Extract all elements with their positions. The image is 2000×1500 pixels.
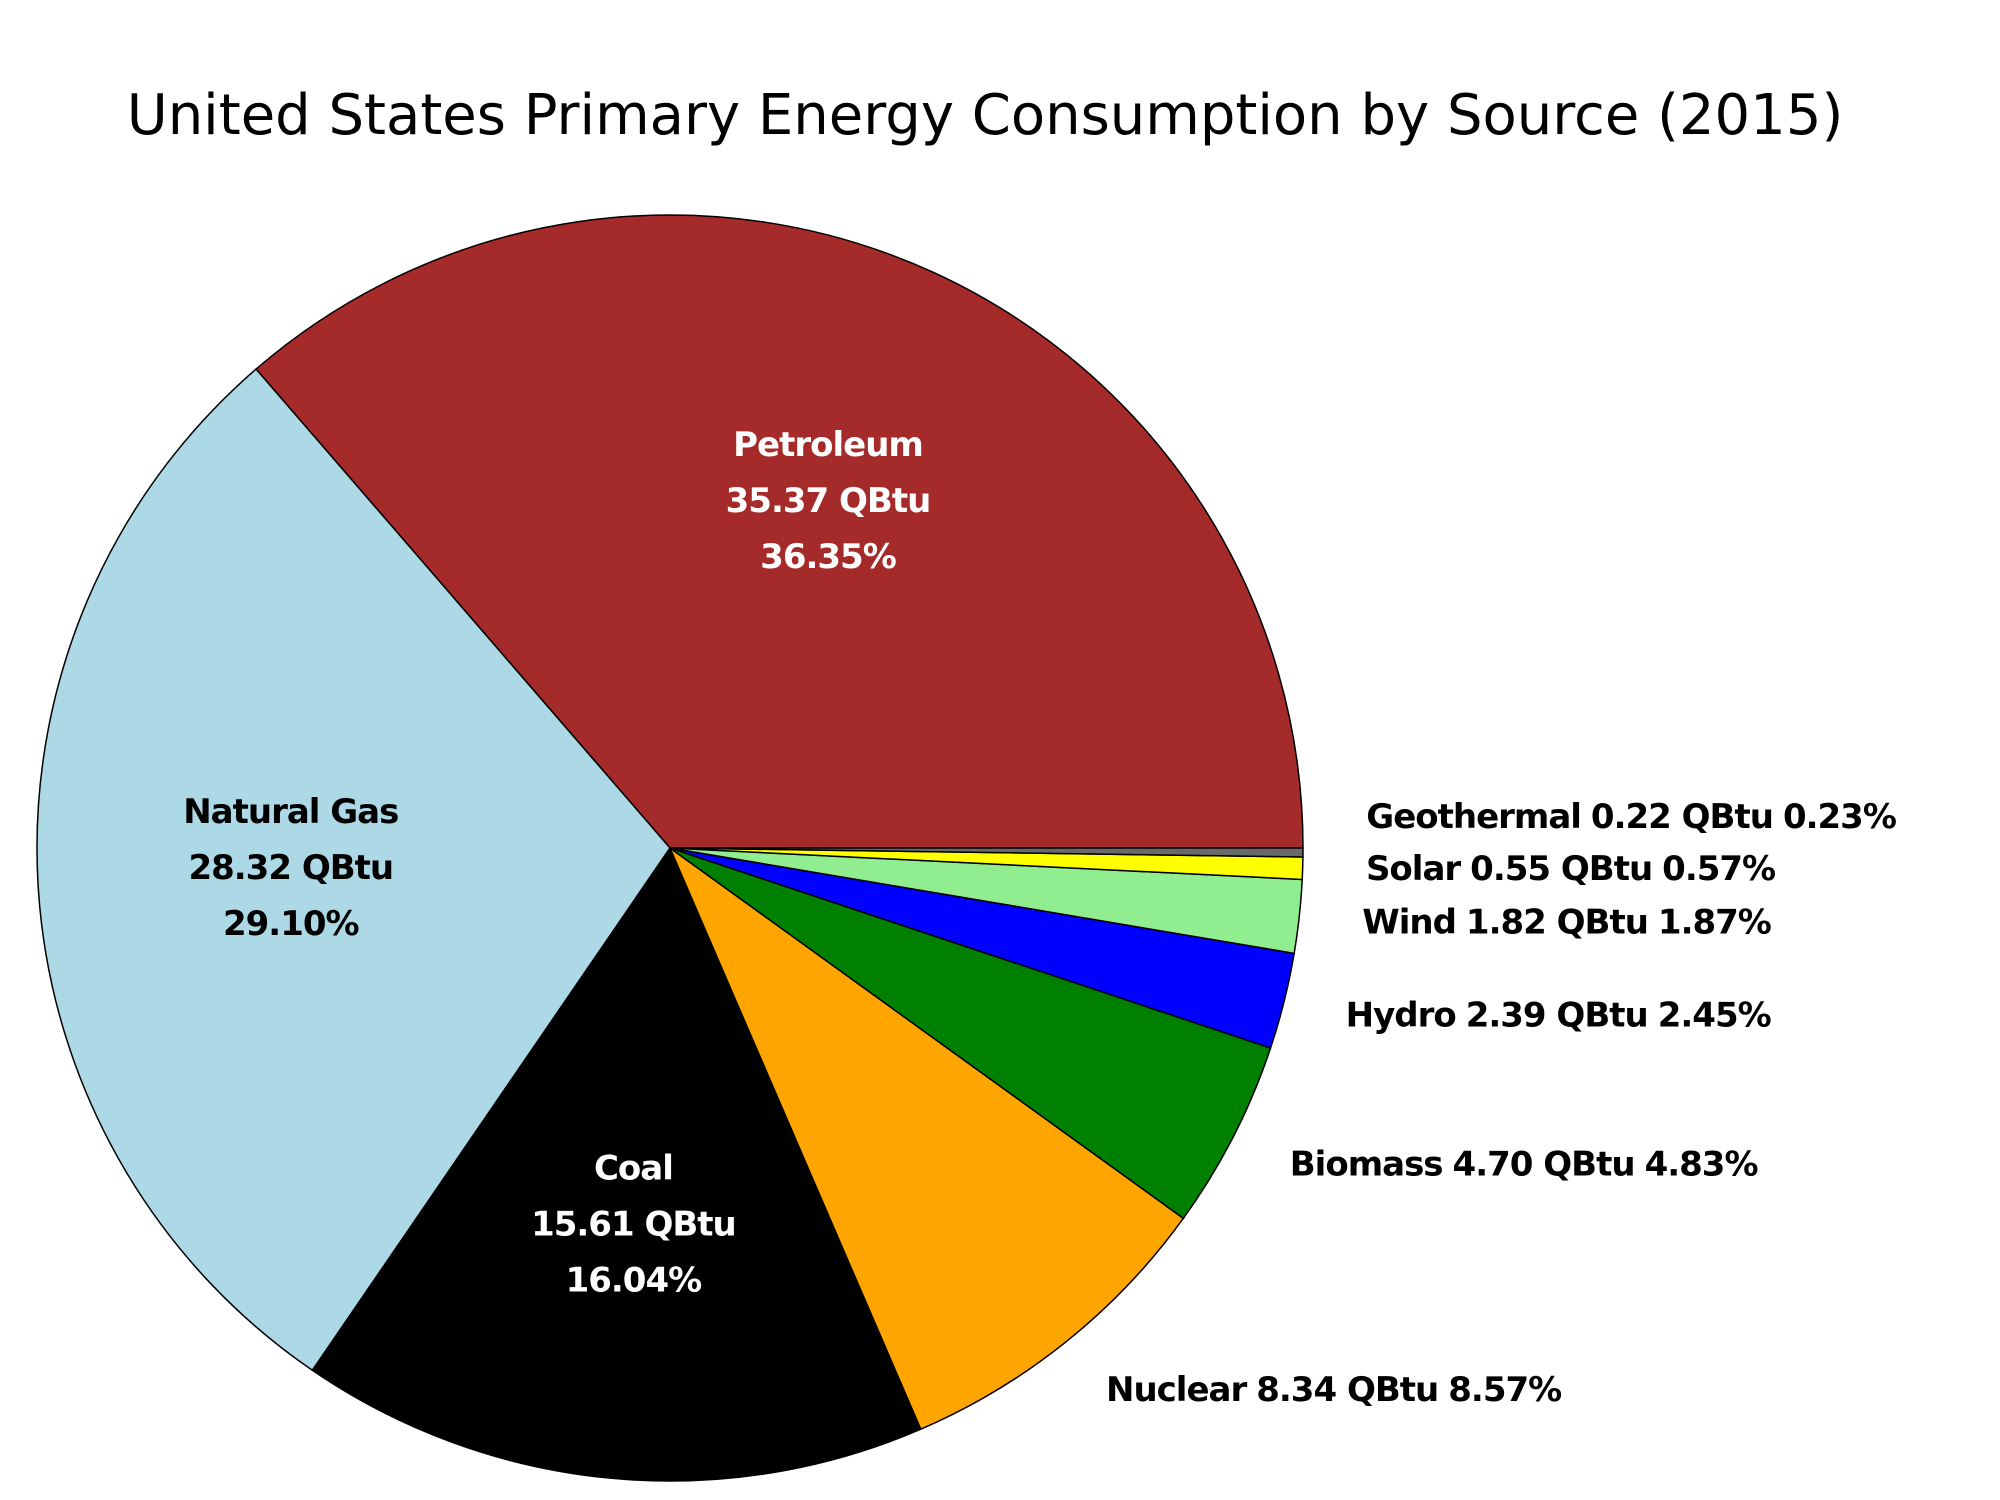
label-part: Geothermal — [1366, 797, 1581, 837]
pie-wedge — [311, 846, 922, 1482]
slice-label: Geothermal 0.22 QBtu 0.23% — [1366, 797, 1896, 837]
slice-label: Natural Gas — [183, 792, 398, 832]
slice-label: 36.35% — [760, 537, 896, 577]
label-part: 1.87% — [1658, 902, 1771, 942]
slice-label: Biomass 4.70 QBtu 4.83% — [1290, 1144, 1758, 1184]
slice-label: Petroleum — [733, 425, 923, 465]
slice-label: 29.10% — [223, 904, 359, 944]
label-part: Biomass — [1290, 1144, 1443, 1184]
slice-label: Coal — [594, 1149, 673, 1189]
label-part: 8.57% — [1448, 1369, 1561, 1409]
label-part: Nuclear — [1106, 1369, 1247, 1409]
label-part: 4.83% — [1645, 1144, 1758, 1184]
slice-label: 28.32 QBtu — [188, 848, 393, 888]
pie-wedge — [255, 214, 1304, 849]
label-part: 8.34 QBtu — [1256, 1369, 1438, 1409]
slice-label: Solar 0.55 QBtu 0.57% — [1366, 849, 1775, 889]
slice-label: Nuclear 8.34 QBtu 8.57% — [1106, 1369, 1561, 1409]
label-part: 4.70 QBtu — [1453, 1144, 1635, 1184]
label-part: 0.55 QBtu — [1470, 849, 1652, 889]
slice-label: 35.37 QBtu — [726, 481, 931, 521]
label-part: 0.22 QBtu — [1591, 797, 1773, 837]
label-part: 2.45% — [1658, 995, 1771, 1035]
slice-label: 16.04% — [566, 1261, 702, 1301]
label-part: Solar — [1366, 849, 1461, 889]
chart-title: United States Primary Energy Consumption… — [127, 83, 1844, 148]
pie-wedge — [668, 845, 1185, 1431]
label-part: 1.82 QBtu — [1466, 902, 1648, 942]
label-part: 0.57% — [1662, 849, 1775, 889]
label-part: Wind — [1362, 902, 1456, 942]
slice-label: Hydro 2.39 QBtu 2.45% — [1346, 995, 1771, 1035]
pie-wedge — [669, 847, 1272, 1220]
label-part: 0.23% — [1783, 797, 1896, 837]
pie-wedge — [36, 368, 671, 1372]
label-part: Hydro — [1346, 995, 1456, 1035]
label-part: 2.39 QBtu — [1466, 995, 1648, 1035]
slice-label: 15.61 QBtu — [531, 1205, 736, 1245]
slice-label: Wind 1.82 QBtu 1.87% — [1362, 902, 1771, 942]
pie-wedge — [669, 847, 1304, 858]
